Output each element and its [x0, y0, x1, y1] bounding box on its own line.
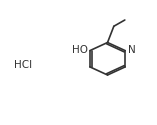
Text: N: N	[128, 45, 135, 55]
Text: HCl: HCl	[14, 60, 33, 70]
Text: HO: HO	[72, 45, 87, 55]
